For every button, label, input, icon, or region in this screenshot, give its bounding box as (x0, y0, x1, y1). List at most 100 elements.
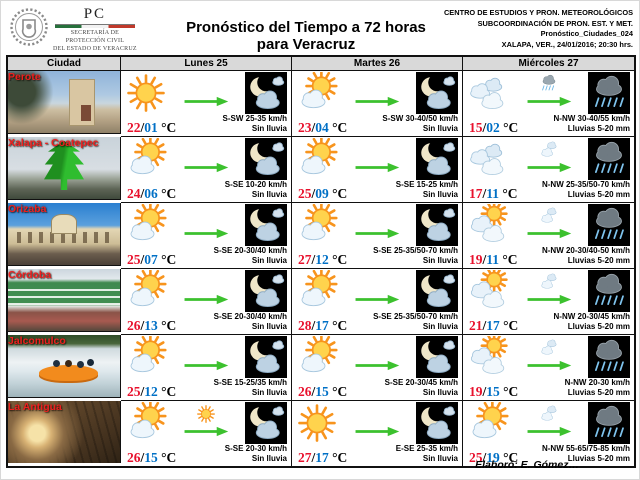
temp-max: 27 (298, 449, 312, 465)
city-photo-cell: Perote (8, 71, 121, 134)
temperature: 23/04 °C (298, 119, 348, 135)
wind-text: S-SE 20-30/40 km/h (213, 312, 287, 321)
forecast-cell: 27/17 °C E-SE 25-35 km/h Sin lluvia (292, 401, 463, 466)
cloud-sun-small-icon (195, 271, 217, 293)
forecast-cell: 19/15 °C N-NW 20-30 km/h Lluvias 5-20 mm (463, 335, 634, 401)
forecast-cell: 28/17 °C S-SE 25-35/50-70 km/h Sin lluvi… (292, 269, 463, 335)
wind-text: S-SE 15-25 km/h (395, 180, 458, 189)
rain-text: Sin lluvia (251, 190, 287, 199)
clouds-small-icon (538, 205, 560, 227)
meta-line-issued: XALAPA, VER., 24/01/2016; 20:30 hrs. (501, 40, 633, 50)
sun-cloud-icon (467, 402, 509, 444)
temp-max: 24 (127, 185, 141, 201)
night-rain-icon (588, 336, 630, 378)
wind-arrow-icon (183, 426, 229, 437)
sun-cloud-icon (125, 204, 167, 246)
moon-clouds-icon (416, 204, 458, 246)
column-header-miercoles-27: Miércoles 27 (463, 57, 634, 71)
org-name-line2: PROTECCIÓN CIVIL (65, 37, 125, 44)
temp-max: 19 (469, 251, 483, 267)
city-label: Jalcomulco (8, 335, 66, 347)
wind-arrow-icon (526, 228, 572, 239)
temp-unit: °C (161, 119, 177, 135)
temp-unit: °C (332, 119, 348, 135)
city-photo: Orizaba (8, 203, 120, 265)
wind-text: N-NW 25-35/50-70 km/h (541, 180, 630, 189)
moon-clouds-icon (416, 72, 458, 114)
rain-text: Sin lluvia (422, 124, 458, 133)
clouds-small-icon (538, 337, 560, 359)
sun-cloud-icon (296, 204, 338, 246)
rain-text: Lluvias 5-20 mm (567, 388, 630, 397)
wind-arrow-icon (183, 360, 229, 371)
forecast-cell: 27/12 °C S-SE 25-35/50-70 km/h Sin lluvi… (292, 203, 463, 269)
org-name-line3: DEL ESTADO DE VERACRUZ (53, 45, 137, 52)
temp-min: 11 (486, 251, 500, 267)
night-rain-icon (588, 402, 630, 444)
page-header: PC SECRETARÍA DE PROTECCIÓN CIVIL DEL ES… (1, 1, 639, 53)
temperature: 26/15 °C (298, 383, 348, 399)
forecast-cell: 26/13 °C S-SE 20-30/40 km/h Sin lluvia (121, 269, 292, 335)
clouds-small-icon (538, 403, 560, 425)
rain-text: Lluvias 5-20 mm (567, 454, 630, 463)
sun-small-icon (195, 403, 217, 425)
temp-max: 26 (127, 449, 141, 465)
temperature: 15/02 °C (469, 119, 519, 135)
temp-unit: °C (332, 185, 348, 201)
forecast-cell: 22/01 °C S-SW 25-35 km/h Sin lluvia (121, 71, 292, 137)
clouds-icon (467, 138, 509, 180)
org-name-line1: SECRETARÍA DE (70, 30, 120, 36)
wind-arrow-icon (526, 426, 572, 437)
sun-cloud-icon (125, 138, 167, 180)
wind-text: S-SW 25-35 km/h (222, 114, 287, 123)
rain-text: Lluvias 5-20 mm (567, 124, 630, 133)
temp-min: 06 (144, 185, 158, 201)
temp-unit: °C (502, 185, 518, 201)
rain-text: Sin lluvia (251, 388, 287, 397)
temp-max: 25 (127, 383, 141, 399)
temp-max: 19 (469, 383, 483, 399)
wind-text: S-SE 25-35/50-70 km/h (373, 246, 458, 255)
night-rain-icon (588, 270, 630, 312)
temp-max: 25 (469, 449, 483, 465)
temperature: 27/17 °C (298, 449, 348, 465)
temperature: 22/01 °C (127, 119, 177, 135)
temperature: 17/11 °C (469, 185, 518, 201)
temperature: 25/09 °C (298, 185, 348, 201)
wind-text: S-SE 20-30/40 km/h (213, 246, 287, 255)
wind-text: N-NW 20-30 km/h (564, 378, 630, 387)
issuer-meta: CENTRO DE ESTUDIOS Y PRON. METEOROLÓGICO… (433, 6, 633, 51)
temp-min: 12 (315, 251, 329, 267)
moon-clouds-icon (245, 336, 287, 378)
moon-clouds-icon (245, 270, 287, 312)
sun-icon (296, 402, 338, 444)
cloud-sun-small-icon (195, 73, 217, 95)
temp-unit: °C (503, 317, 519, 333)
rain-text: Sin lluvia (251, 322, 287, 331)
rain-text: Sin lluvia (251, 124, 287, 133)
sun-cloud-icon (296, 72, 338, 114)
rain-text: Sin lluvia (251, 454, 287, 463)
wind-text: N-NW 55-65/75-85 km/h (541, 444, 630, 453)
temp-unit: °C (332, 449, 348, 465)
temp-min: 17 (315, 449, 329, 465)
temp-unit: °C (502, 251, 518, 267)
forecast-cell: 25/07 °C S-SE 20-30/40 km/h Sin lluvia (121, 203, 292, 269)
meta-line-center: CENTRO DE ESTUDIOS Y PRON. METEOROLÓGICO… (443, 8, 633, 17)
wind-text: S-SE 15-25/35 km/h (213, 378, 287, 387)
sun-cloud-icon (296, 270, 338, 312)
wind-text: N-NW 30-40/55 km/h (553, 114, 630, 123)
city-photo-cell: Jalcomulco (8, 335, 121, 398)
wind-arrow-icon (354, 360, 400, 371)
city-photo-cell: Córdoba (8, 269, 121, 332)
wind-arrow-icon (354, 162, 400, 173)
temperature: 21/17 °C (469, 317, 519, 333)
temp-max: 26 (298, 383, 312, 399)
city-label: Xalapa - Coatepec (8, 137, 99, 149)
forecast-cell: 26/15 °C S-SE 20-30 km/h Sin lluvia (121, 401, 292, 466)
forecast-cell: 24/06 °C S-SE 10-20 km/h Sin lluvia (121, 137, 292, 203)
moon-clouds-icon (245, 138, 287, 180)
city-photo: Jalcomulco (8, 335, 120, 397)
city-label: Orizaba (8, 203, 47, 215)
city-photo: Perote (8, 71, 120, 133)
